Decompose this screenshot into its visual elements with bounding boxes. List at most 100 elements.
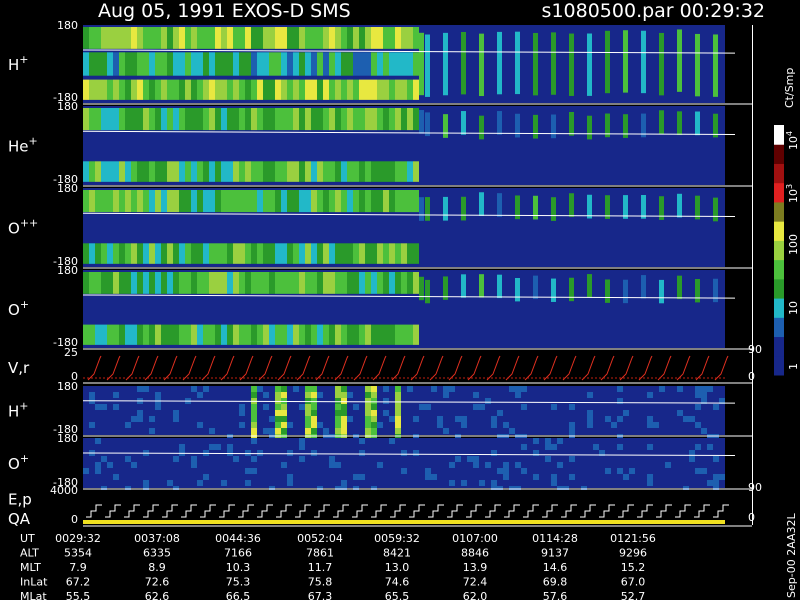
cell [281, 386, 287, 392]
title: Aug 05, 1991 EXOS-D SMS [98, 0, 351, 22]
band [215, 79, 221, 100]
cell [305, 404, 311, 410]
steps [219, 504, 235, 518]
label-sup: + [20, 298, 29, 311]
band [101, 190, 107, 213]
band [383, 324, 389, 345]
cell [587, 392, 593, 398]
cell [293, 386, 299, 392]
band [371, 108, 377, 131]
cell: 9296 [619, 547, 647, 560]
band [359, 52, 365, 76]
band [149, 79, 155, 100]
band [203, 27, 209, 49]
band [101, 161, 107, 182]
label-base: 10 [787, 189, 800, 203]
panel [82, 386, 752, 440]
band [239, 79, 245, 100]
band [137, 79, 143, 100]
label-sup: 4 [785, 131, 794, 136]
cell [497, 410, 503, 416]
cell [473, 462, 479, 468]
band [377, 243, 383, 264]
band [185, 324, 191, 345]
band [305, 108, 311, 131]
cell [365, 422, 371, 428]
band [293, 190, 299, 213]
band [161, 108, 167, 131]
cell [305, 386, 311, 392]
cell [311, 404, 317, 410]
colorbar-seg [774, 201, 784, 222]
cell [701, 398, 707, 404]
band [185, 52, 191, 76]
sawtooth [543, 355, 558, 381]
cell [353, 474, 359, 480]
band [257, 79, 263, 100]
band [143, 52, 149, 76]
band [287, 52, 293, 76]
cell [311, 392, 317, 398]
cell [251, 404, 257, 410]
cell [317, 422, 323, 428]
cell [137, 416, 143, 422]
band [335, 108, 341, 131]
spike [443, 114, 448, 138]
cell [431, 474, 437, 480]
spike [443, 196, 448, 221]
band [317, 272, 323, 294]
cell [587, 410, 593, 416]
cell: 8421 [383, 547, 411, 560]
steps [409, 504, 425, 518]
tick-label: 180 [57, 182, 78, 195]
band [341, 79, 347, 100]
band [293, 79, 299, 100]
cell [515, 392, 521, 398]
sawtooth [657, 355, 672, 381]
cell [383, 386, 389, 392]
band [113, 161, 119, 182]
band [89, 324, 95, 345]
cell: 8.9 [148, 561, 166, 574]
panel-label: He+ [8, 135, 38, 156]
band [293, 27, 299, 49]
cell [287, 480, 293, 486]
band [107, 108, 113, 131]
band [263, 27, 269, 49]
cell [83, 468, 89, 474]
steps [257, 504, 273, 518]
cell: 14.6 [543, 561, 568, 574]
cell: 5354 [64, 547, 92, 560]
band [251, 190, 257, 213]
cell [281, 404, 287, 410]
band [209, 243, 215, 264]
band [125, 52, 131, 76]
band [245, 27, 251, 49]
band [137, 324, 143, 345]
steps [181, 504, 197, 518]
cell [461, 422, 467, 428]
spike [695, 195, 700, 220]
label-base: O [8, 220, 20, 238]
steps [314, 504, 330, 518]
cell [701, 428, 707, 434]
band [131, 79, 137, 100]
band [197, 190, 203, 213]
panel-bg [83, 386, 725, 435]
cell [395, 410, 401, 416]
band [389, 190, 395, 213]
band [401, 52, 407, 76]
band [233, 190, 239, 213]
cell: 66.5 [226, 590, 251, 600]
sawtooth [581, 355, 596, 381]
band [347, 108, 353, 131]
cell [593, 444, 599, 450]
cell [275, 392, 281, 398]
cell [695, 422, 701, 428]
band [239, 324, 245, 345]
band [401, 243, 407, 264]
cell [341, 422, 347, 428]
band [227, 52, 233, 76]
label-base: 10 [787, 136, 800, 150]
band [401, 161, 407, 182]
